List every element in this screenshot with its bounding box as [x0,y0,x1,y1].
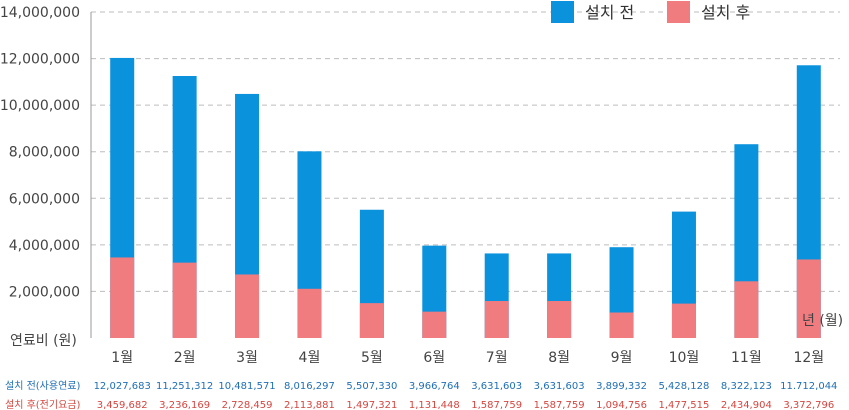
table-cell-after: 1,497,321 [346,400,397,410]
bar-after [796,259,821,338]
table-cell-before: 8,016,297 [284,381,335,392]
bar-after [359,303,384,338]
y-tick-label: 2,000,000 [9,284,80,300]
bar-after [297,288,322,338]
table-cell-before: 12,027,683 [94,381,151,392]
y-tick-label: 12,000,000 [0,52,80,68]
bars [110,57,821,339]
table-cell-before: 5,507,330 [346,381,397,392]
bar-after [110,257,135,338]
table-cell-before: 3,631,603 [471,381,522,392]
legend: 설치 전 설치 후 [551,1,750,23]
table-cell-before: 3,899,332 [596,381,647,392]
table-cell-after: 2,728,459 [222,400,273,410]
table-cell-after: 1,477,515 [659,400,710,410]
bar-after [172,262,197,338]
x-tick-label: 4월 [299,350,321,366]
legend-label-before: 설치 전 [585,3,634,22]
y-tick-label: 10,000,000 [0,98,80,114]
x-tick-label: 12월 [793,350,824,366]
y-tick-label: 8,000,000 [9,145,80,161]
y-tick-label: 6,000,000 [9,191,80,207]
x-tick-label: 3월 [236,350,258,366]
data-table: 설치 전(사용연료) 설치 후(전기요금) 12,027,683 11,251,3… [5,380,837,410]
x-tick-label: 1월 [111,350,133,366]
x-tick-label: 8월 [548,350,570,366]
bar-after [671,303,696,338]
x-tick-label: 7월 [486,350,508,366]
table-cells: 12,027,683 11,251,312 10,481,571 8,016,297 5… [94,381,838,410]
table-cell-after: 3,372,796 [783,400,834,410]
legend-label-after: 설치 후 [701,3,750,22]
table-cell-before: 3,966,764 [409,381,460,392]
y-axis-title: 연료비 (원) [10,333,77,349]
bar-after [235,274,260,338]
table-cell-after: 3,236,169 [159,400,210,410]
table-row-label-before: 설치 전(사용연료) [5,380,80,392]
table-row-label-after: 설치 후(전기요금) [5,399,80,410]
table-cell-before: 11,251,312 [156,381,213,392]
table-cell-before: 3,631,603 [534,381,585,392]
x-tick-label: 2월 [174,350,196,366]
x-tick-label: 9월 [611,350,633,366]
table-cell-before: 11.712,044 [780,381,837,392]
bar-after [422,311,447,338]
legend-swatch-after [667,1,690,23]
y-tick-label: 14,000,000 [0,5,80,21]
x-tick-label: 10월 [669,350,700,366]
x-axis-month-labels: 1월 2월 3월 4월 5월 6월 7월 8월 9월 10월 11월 12월 [111,350,824,366]
table-cell-after: 2,434,904 [721,400,772,410]
table-cell-after: 1,094,756 [596,400,647,410]
bar-after [609,312,634,338]
bar-after [547,301,572,338]
gridlines [91,11,840,292]
x-axis-title: 년 (월) [802,313,843,329]
table-cell-after: 1,587,759 [534,400,585,410]
x-tick-label: 5월 [361,350,383,366]
table-cell-before: 5,428,128 [659,381,710,392]
table-cell-after: 1,131,448 [409,400,460,410]
table-cell-before: 10,481,571 [218,381,275,392]
table-cell-after: 1,587,759 [471,400,522,410]
table-cell-after: 3,459,682 [97,400,148,410]
legend-swatch-before [551,1,574,23]
x-tick-label: 6월 [423,350,445,366]
x-tick-label: 11월 [731,350,762,366]
bar-after [484,301,509,338]
bar-after [734,281,759,338]
table-cell-before: 8,322,123 [721,381,772,392]
table-cell-after: 2,113,881 [284,400,335,410]
y-tick-label: 4,000,000 [9,238,80,254]
y-axis-ticks: 2,000,000 4,000,000 6,000,000 8,000,000 10,0… [0,5,80,300]
